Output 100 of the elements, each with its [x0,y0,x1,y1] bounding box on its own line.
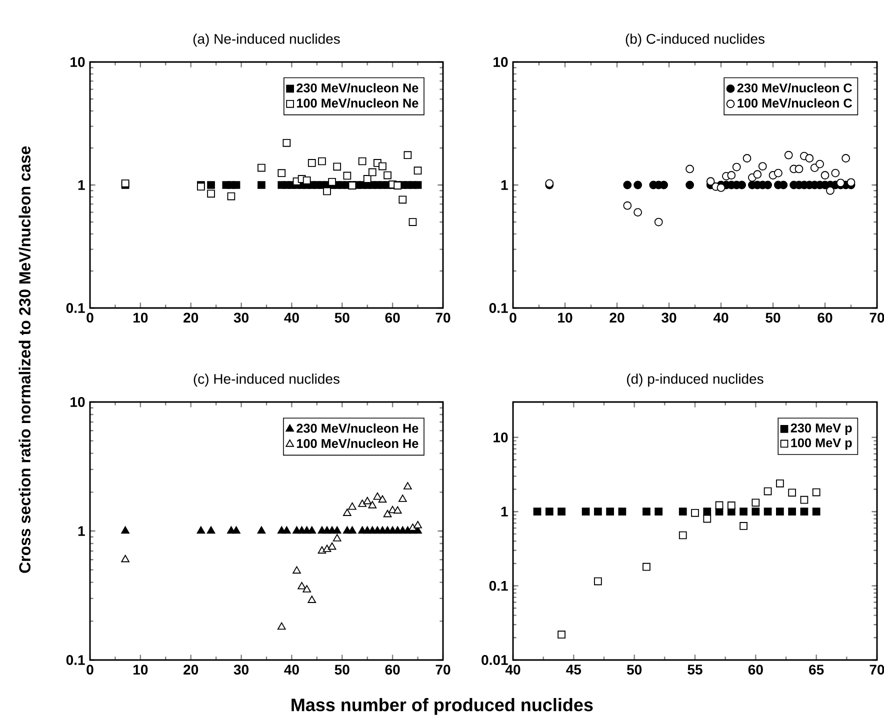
x-tick-label: 70 [870,312,884,323]
point [764,487,772,496]
point [398,494,407,502]
point [788,488,796,497]
point [826,186,834,195]
y-tick-label: 10 [494,432,508,442]
x-tick-label: 50 [766,312,780,323]
point [292,566,301,574]
point [742,154,752,162]
point [207,190,215,198]
x-tick-label: 0 [510,312,516,323]
point [812,508,820,516]
point [328,542,336,550]
point [776,479,784,488]
point [634,208,642,216]
point [414,181,422,189]
legend-label: 100 MeV/nucleon He [296,438,418,448]
x-tick-label: 20 [184,312,198,323]
point [623,180,632,190]
point [642,508,650,516]
point [343,508,352,516]
legend-label: 230 MeV/nucleon C [737,83,852,93]
x-tick-label: 20 [610,312,624,323]
x-tick-label: 55 [688,664,702,674]
point [348,502,356,510]
point [322,544,332,552]
point [727,502,736,510]
point [258,164,266,172]
point [686,164,694,174]
point [618,508,626,516]
x-tick-label: 50 [334,312,350,323]
point [404,151,412,160]
point [358,157,366,166]
point [404,482,412,490]
point [752,508,760,516]
point [232,526,240,534]
point [831,168,840,178]
point [558,630,566,639]
x-tick-label: 0 [86,312,94,323]
point [196,526,206,534]
point [842,154,850,162]
point [753,170,762,179]
point [384,171,392,180]
point [363,496,372,504]
point [784,150,793,160]
point [545,508,554,516]
x-tick-label: 50 [626,664,642,675]
chart-title: (c) He-induced nuclides [194,374,340,387]
point [788,508,796,516]
y-tick-label: 10 [70,57,85,67]
point [846,178,856,187]
point [691,508,699,517]
point [227,192,236,200]
point [740,522,748,530]
point [703,508,712,516]
x-tick-label: 30 [662,312,676,323]
point [678,508,687,516]
point [715,501,724,510]
chart-title: (d) p-induced nuclides [626,374,764,387]
point [378,495,387,503]
point [654,508,663,516]
point [282,526,291,534]
point [257,526,266,534]
x-tick-label: 40 [284,664,299,675]
point [373,492,382,500]
x-tick-label: 70 [870,664,884,675]
point [332,534,342,542]
point [414,520,422,528]
legend-label: 100 MeV p [791,438,852,450]
point [800,496,808,504]
point [278,169,286,178]
point [764,508,772,516]
y-tick-label: 10 [494,57,508,67]
x-tick-label: 40 [505,664,520,675]
x-tick-label: 40 [284,312,299,323]
point [343,172,352,180]
y-tick-label: 0.1 [489,580,508,591]
y-tick-label: 0.01 [482,655,508,665]
point [642,562,650,571]
point [594,577,602,586]
point [258,181,266,189]
point [678,531,687,540]
x-tick-label: 40 [713,312,728,323]
point [805,154,814,162]
point [816,160,824,168]
x-tick-label: 60 [748,664,763,675]
point [328,178,336,186]
point [706,177,715,186]
x-tick-label: 10 [134,664,148,675]
point [332,526,342,534]
point [812,488,820,496]
point [606,508,614,516]
point [318,157,326,166]
point [654,218,663,226]
point [207,181,215,189]
point [623,201,632,210]
y-tick-label: 0.1 [489,303,508,313]
point [594,508,602,516]
y-tick-label: 0.1 [66,655,85,665]
x-tick-label: 30 [234,312,248,323]
